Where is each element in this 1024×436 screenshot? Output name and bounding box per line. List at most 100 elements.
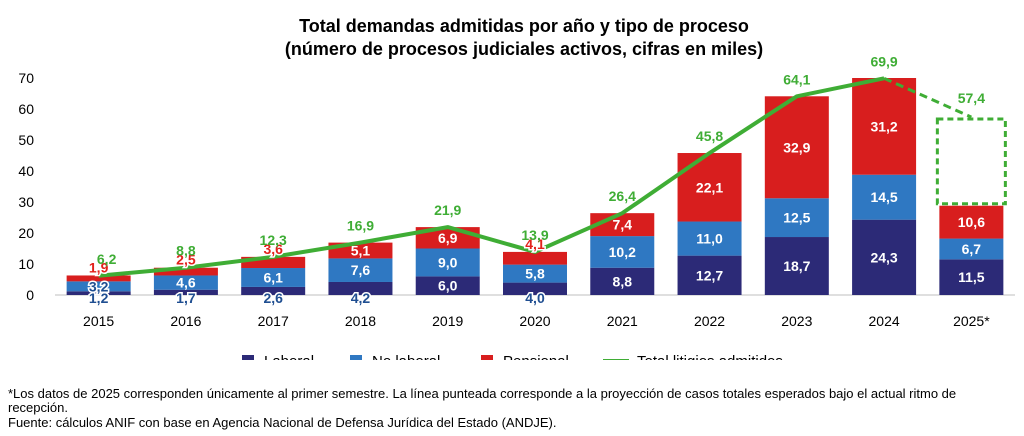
label-total: 12,3 [260,232,287,248]
legend: Laboral No laboral Pensional Total litigios… [242,353,783,360]
x-tick-label: 2024 [869,313,900,329]
label-laboral: 4,0 [525,290,545,306]
label-pensional-halo: 2,5 [176,252,196,268]
bar-pensional [677,153,742,222]
total-line-layer [98,76,1007,278]
legend-pensional-swatch [481,355,493,360]
bar-laboral [939,259,1004,295]
x-tick-label: 2020 [519,313,550,329]
label-laboral: 6,0 [438,278,458,294]
label-laboral: 12,7 [696,267,723,283]
chart-subtitle: (número de procesos judiciales activos, … [285,39,763,59]
label-pensional: 1,9 [89,259,109,275]
y-tick-label: 20 [18,225,34,241]
label-total: 6,2 [97,251,117,267]
label-laboral: 1,7 [176,290,196,306]
label-total: 8,8 [176,243,196,259]
label-pensional: 10,6 [958,214,985,230]
y-tick-label: 10 [18,256,34,272]
label-no-laboral: 4,6 [176,275,196,291]
bar-laboral [66,291,131,295]
bar-no-laboral [415,248,480,277]
bar-pensional [66,275,131,282]
bar-laboral [415,276,480,295]
label-pensional: 5,1 [351,243,371,259]
bar-no-laboral [503,264,567,283]
y-tick-label: 40 [18,163,34,179]
label-pensional-halo: 4,1 [525,236,545,252]
footnote-projection: *Los datos de 2025 corresponden únicamen… [8,386,957,415]
bar-laboral [503,282,567,295]
label-pensional-halo: 1,9 [89,259,109,275]
label-pensional: 2,5 [176,252,196,268]
y-tick-label: 0 [26,287,34,303]
bar-pensional [852,78,917,175]
bar-no-laboral [677,221,742,256]
y-tick-label: 30 [18,194,34,210]
legend-laboral-label: Laboral [264,353,314,360]
label-pensional: 32,9 [783,139,810,155]
label-total: 69,9 [870,53,897,69]
label-laboral-halo: 4,2 [351,290,371,306]
label-laboral: 4,2 [351,290,371,306]
label-no-laboral: 10,2 [609,244,636,260]
label-laboral: 24,3 [870,249,897,265]
bar-no-laboral [153,275,218,290]
label-no-laboral: 6,7 [962,241,982,257]
bar-laboral [852,219,917,295]
bar-laboral [590,267,655,295]
label-pensional-halo: 3,6 [263,241,283,257]
label-total: 57,4 [958,90,985,106]
legend-total-label: Total litigios admitidos [637,353,783,360]
bar-no-laboral [590,236,655,268]
bars [66,78,1004,295]
y-tick-label: 50 [18,132,34,148]
bar-no-laboral [241,268,306,287]
bar-laboral [764,237,829,295]
label-pensional: 7,4 [613,217,633,233]
label-laboral: 11,5 [958,269,985,285]
bar-laboral [153,289,218,295]
bar-laboral [328,281,393,295]
bar-no-laboral [764,198,829,238]
bar-no-laboral [852,174,917,220]
legend-no-laboral-swatch [350,355,362,360]
label-no-laboral: 11,0 [696,231,723,247]
chart: Total demandas admitidas por año y tipo … [18,16,1015,360]
y-tick-label: 70 [18,70,34,86]
label-total: 45,8 [696,128,723,144]
x-tick-label: 2017 [258,313,289,329]
label-no-laboral-halo: 3,2 [89,278,109,294]
label-no-laboral: 9,0 [438,254,458,270]
label-pensional: 6,9 [438,230,458,246]
x-tick-label: 2025* [953,313,990,329]
total-line [98,76,885,278]
x-tick-label: 2015 [83,313,114,329]
label-pensional: 4,1 [525,236,545,252]
label-laboral: 1,2 [89,290,109,306]
label-no-laboral: 3,2 [89,278,109,294]
projection-box [935,117,1007,206]
x-tick-label: 2016 [170,313,201,329]
label-total: 26,4 [609,188,636,204]
data-labels: 1,21,2 1,71,7 2,62,6 4,24,26,04,04,08,8 12,7… [87,53,985,307]
label-laboral: 18,7 [783,258,810,274]
x-tick-label: 2021 [607,313,638,329]
bar-no-laboral [939,238,1004,260]
total-line-projection [883,76,972,119]
label-laboral-halo: 1,2 [89,290,109,306]
bar-no-laboral [328,258,393,282]
label-no-laboral: 5,8 [525,266,545,282]
label-no-laboral: 6,1 [263,269,283,285]
bar-pensional [764,96,829,199]
x-tick-label: 2023 [781,313,812,329]
legend-no-laboral-label: No laboral [372,353,440,360]
legend-laboral-swatch [242,355,254,360]
label-laboral-halo: 1,7 [176,290,196,306]
bar-laboral [677,255,742,295]
bar-laboral [241,286,306,295]
x-tick-label: 2022 [694,313,725,329]
y-tick-label: 60 [18,101,34,117]
label-total: 64,1 [783,71,810,87]
footnote-source: Fuente: cálculos ANIF con base en Agenci… [8,415,557,430]
